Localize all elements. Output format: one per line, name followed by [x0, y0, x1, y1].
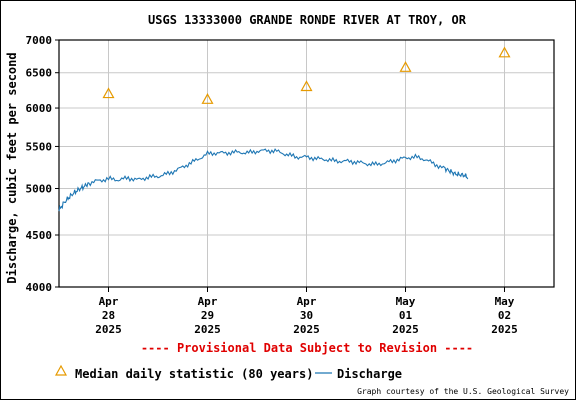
median-statistic-marker [498, 46, 511, 58]
y-tick-label: 6500 [26, 67, 53, 80]
legend-triangle-icon [54, 364, 68, 376]
chart-title: USGS 13333000 GRANDE RONDE RIVER AT TROY… [148, 13, 467, 27]
y-axis-ticks: 4000 4500 5000 5500 6000 6500 7000 [26, 34, 59, 294]
legend: Median daily statistic (80 years) Discha… [54, 364, 402, 381]
x-tick-label: 2025 [491, 323, 518, 336]
credit-text: Graph courtesy of the U.S. Geological Su… [357, 387, 569, 396]
y-tick-label: 6000 [26, 102, 53, 115]
x-tick-label: 01 [399, 309, 413, 322]
x-tick-label: Apr [297, 295, 317, 308]
series-layer [58, 46, 511, 212]
x-tick-label: 30 [300, 309, 313, 322]
x-axis-ticks: Apr282025Apr292025Apr302025May012025May0… [95, 287, 518, 336]
y-axis-label: Discharge, cubic feet per second [5, 52, 19, 283]
provisional-notice: ---- Provisional Data Subject to Revisio… [141, 341, 473, 355]
x-tick-label: 2025 [95, 323, 122, 336]
x-tick-label: Apr [198, 295, 218, 308]
median-statistic-marker [300, 80, 313, 92]
x-tick-label: 2025 [293, 323, 320, 336]
y-tick-label: 5000 [26, 183, 53, 196]
y-tick-label: 4000 [26, 281, 53, 294]
y-tick-label: 4500 [26, 229, 53, 242]
x-tick-label: 02 [498, 309, 511, 322]
legend-discharge-label: Discharge [337, 367, 402, 381]
discharge-series-line [58, 148, 469, 212]
x-tick-label: Apr [99, 295, 119, 308]
median-statistic-marker [399, 61, 412, 72]
y-tick-label: 7000 [26, 34, 53, 47]
x-tick-label: May [495, 295, 515, 308]
y-tick-label: 5500 [26, 140, 53, 153]
gridlines [59, 39, 554, 288]
x-tick-label: May [396, 295, 416, 308]
x-tick-label: 28 [102, 309, 115, 322]
median-statistic-marker [102, 87, 115, 99]
legend-median-label: Median daily statistic (80 years) [75, 367, 313, 381]
x-tick-label: 2025 [392, 323, 419, 336]
median-statistic-marker [201, 93, 214, 104]
x-tick-label: 2025 [194, 323, 221, 336]
x-tick-label: 29 [201, 309, 214, 322]
